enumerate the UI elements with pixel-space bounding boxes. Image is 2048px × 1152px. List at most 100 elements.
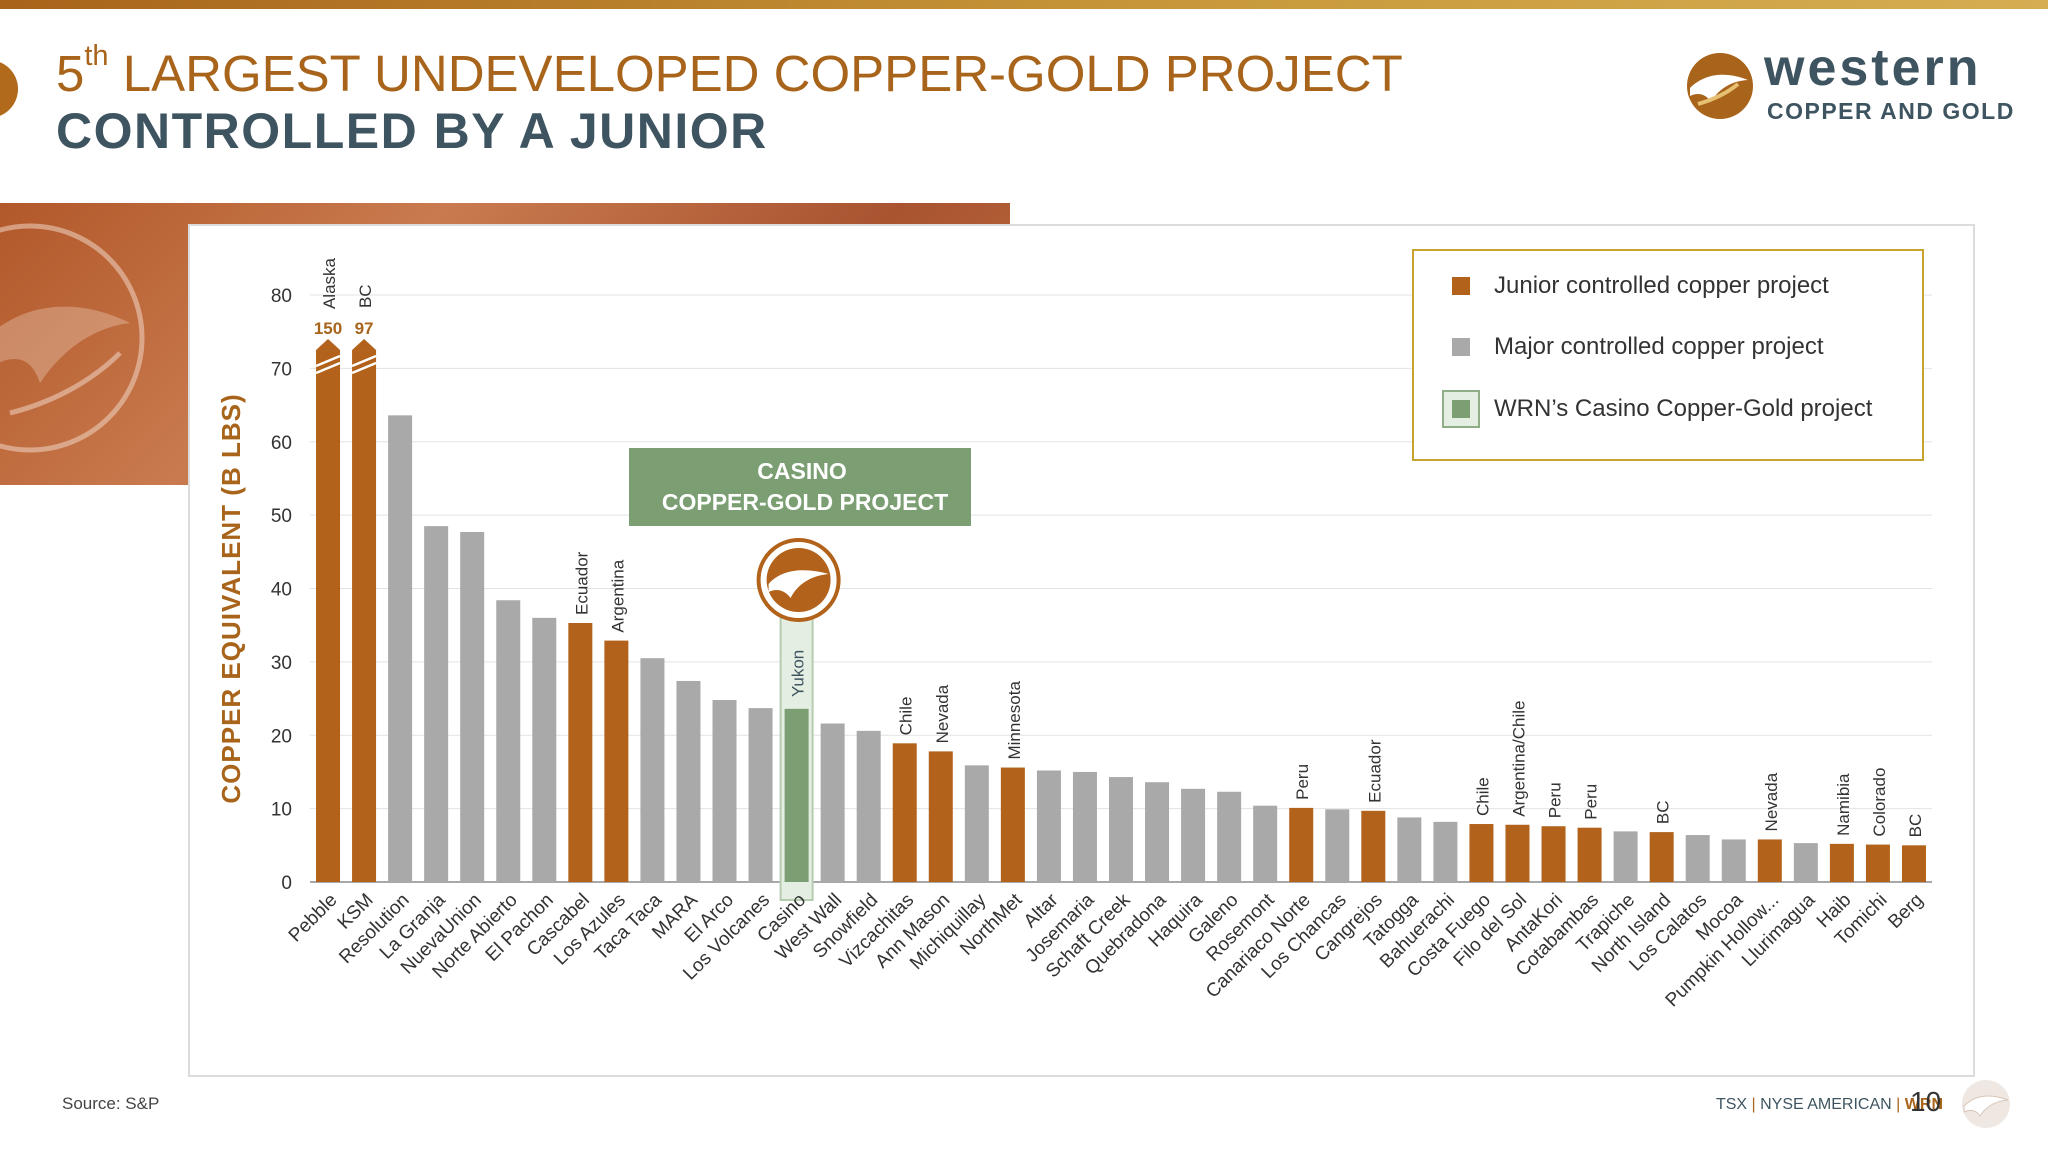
bar-ksm	[352, 350, 377, 882]
bar-mocoa	[1721, 839, 1746, 882]
decorative-circle	[0, 60, 18, 118]
y-tick-label: 70	[271, 359, 292, 380]
legend-label: Junior controlled copper project	[1494, 272, 1829, 299]
bar-vizcachitas	[892, 743, 917, 882]
top-accent-bar	[0, 0, 2048, 9]
page-title: 5th LARGEST UNDEVELOPED COPPER-GOLD PROJ…	[56, 40, 1403, 102]
bar-tatogga	[1397, 817, 1422, 882]
logo-emblem-icon	[1687, 53, 1753, 119]
company-logo: western COPPER AND GOLD	[1684, 39, 2015, 136]
axis-break-mark	[315, 354, 341, 368]
y-tick-label: 40	[271, 580, 292, 601]
legend-label: WRN’s Casino Copper-Gold project	[1494, 395, 1873, 422]
y-tick-label: 50	[271, 506, 292, 527]
bar-los-chancas	[1325, 809, 1350, 882]
footer-emblem-icon	[1962, 1080, 2010, 1128]
bar-filo-del-sol	[1505, 824, 1530, 882]
callout-line-1: CASINO	[757, 458, 846, 484]
off-scale-value-label: 97	[355, 319, 374, 338]
y-tick-label: 80	[271, 286, 292, 307]
bar-resolution	[388, 415, 413, 882]
bar-michiquillay	[964, 765, 989, 882]
axis-break-mark	[315, 361, 341, 375]
y-tick-label: 10	[271, 800, 292, 821]
region-label: Argentina	[608, 559, 627, 632]
bar-ann-mason	[928, 751, 953, 882]
bar-norte-abierto	[496, 600, 521, 882]
bar-rosemont	[1253, 805, 1278, 882]
casino-marker-bird-icon	[768, 570, 829, 598]
bar-northmet	[1000, 767, 1025, 882]
region-label: Ecuador	[1365, 739, 1384, 803]
region-label: Minnesota	[1005, 681, 1024, 760]
legend-swatch	[1452, 338, 1470, 356]
bar-tomichi	[1865, 844, 1890, 882]
region-label: Chile	[897, 697, 916, 736]
bar-el-pachon	[532, 617, 557, 882]
legend-swatch	[1452, 277, 1470, 295]
y-tick-label: 20	[271, 726, 292, 747]
bar-trapiche	[1613, 831, 1638, 882]
legend-label: Major controlled copper project	[1494, 333, 1824, 360]
break-arrow-icon	[316, 339, 341, 351]
region-label: Argentina/Chile	[1509, 701, 1528, 817]
legend-swatch	[1452, 400, 1470, 418]
y-tick-label: 30	[271, 653, 292, 674]
logo-tagline: COPPER AND GOLD	[1767, 98, 2015, 124]
region-label: Namibia	[1834, 773, 1853, 836]
bar-haquira	[1181, 788, 1206, 882]
casino-callout-box	[629, 448, 971, 526]
bar-los-calatos	[1685, 835, 1710, 882]
region-label: Peru	[1582, 784, 1601, 820]
region-label: Alaska	[320, 257, 339, 309]
bar-antakori	[1541, 826, 1566, 882]
bar-taca-taca	[640, 658, 665, 882]
bar-berg	[1901, 845, 1926, 882]
bar-nuevaunion	[460, 532, 485, 882]
bar-la-granja	[424, 526, 449, 882]
bar-mara	[676, 680, 701, 882]
bar-bahuerachi	[1433, 821, 1458, 882]
bar-el-arco	[712, 700, 737, 882]
axis-break-mark	[351, 361, 377, 375]
off-scale-value-label: 150	[314, 319, 342, 338]
page-number: 10	[1910, 1086, 1942, 1117]
bar-costa-fuego	[1469, 824, 1494, 882]
bar-galeno	[1217, 791, 1242, 882]
bar-schaft-creek	[1109, 777, 1133, 882]
break-arrow-icon	[352, 339, 377, 351]
bar-canariaco-norte	[1289, 807, 1314, 882]
region-label: Peru	[1293, 764, 1312, 800]
region-label: Peru	[1546, 782, 1565, 818]
bar-cangrejos	[1361, 810, 1386, 882]
bar-haib	[1829, 843, 1854, 882]
page-subtitle: CONTROLLED BY A JUNIOR	[56, 103, 768, 159]
bar-josemaria	[1072, 771, 1097, 882]
bar-cascabel	[568, 622, 593, 882]
logo-wordmark: western	[1764, 39, 1982, 97]
y-axis-title: COPPER EQUIVALENT (B LBS)	[216, 393, 246, 803]
bar-quebradona	[1145, 782, 1170, 882]
bar-los-volcanes	[748, 708, 773, 882]
bar-llurimagua	[1793, 843, 1818, 882]
x-tick-label: Berg	[1884, 890, 1927, 933]
region-label: Chile	[1473, 777, 1492, 816]
region-label: Colorado	[1870, 768, 1889, 837]
y-tick-label: 0	[281, 873, 292, 894]
region-label: BC	[1906, 814, 1925, 838]
bar-north-island	[1649, 832, 1674, 882]
bar-snowfield	[856, 730, 881, 882]
bar-west-wall	[820, 723, 845, 882]
region-label: BC	[356, 284, 375, 308]
bar-pebble	[316, 350, 341, 882]
copper-equivalent-bar-chart: 0 10 20 30 40 50 60 70 80 COPPER EQUIVALENT (B LB…	[216, 249, 1932, 1011]
region-label: Nevada	[933, 684, 952, 743]
region-label: Ecuador	[572, 551, 591, 615]
bar-casino	[784, 708, 809, 882]
source-note: Source: S&P	[62, 1094, 160, 1113]
region-label: Nevada	[1762, 772, 1781, 831]
bar-cotabambas	[1577, 827, 1602, 882]
y-tick-label: 60	[271, 433, 292, 454]
bar-pumpkin-hollow	[1757, 839, 1782, 882]
bar-los-azules	[604, 640, 629, 882]
